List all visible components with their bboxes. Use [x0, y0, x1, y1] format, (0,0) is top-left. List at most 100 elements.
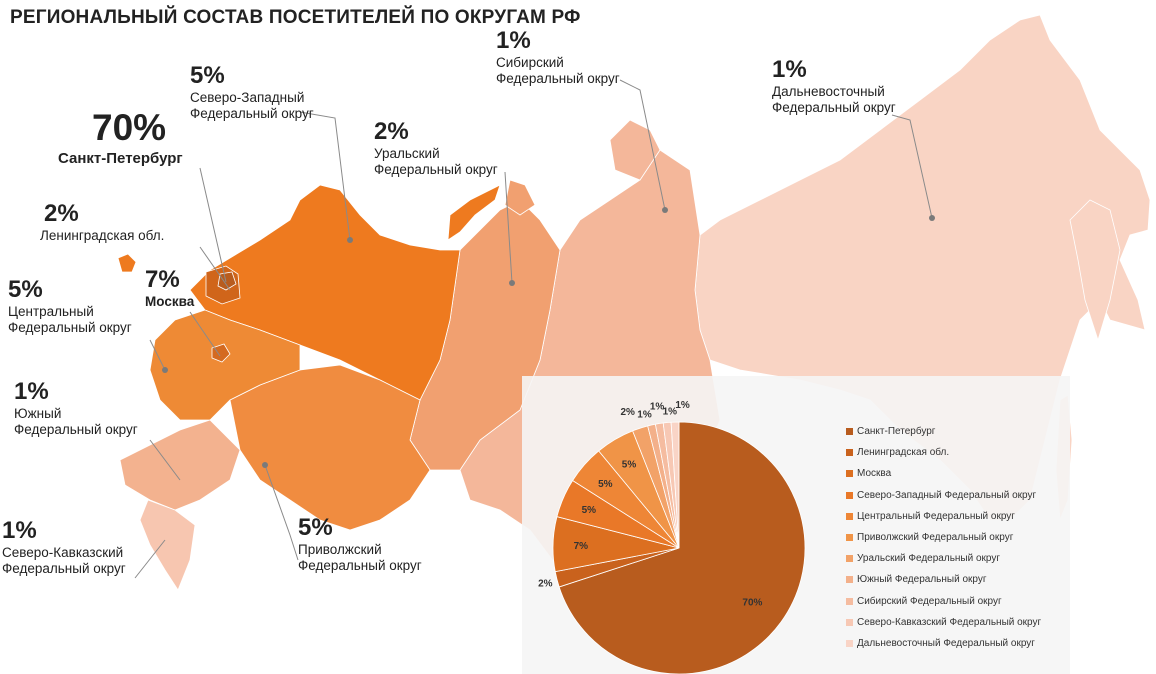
callout-name-line1: Приволжский: [298, 542, 382, 558]
callout-name-line1: Северо-Западный: [190, 90, 305, 106]
callout-pct: 5%: [8, 276, 43, 303]
callout-name-line1: Дальневосточный: [772, 84, 885, 100]
pie-slice-label: 70%: [742, 597, 762, 608]
callout-pct: 1%: [772, 56, 807, 83]
leader-south: [149, 439, 181, 481]
callout-name: Ленинградская обл.: [40, 228, 165, 244]
pie-chart: 70%2%7%5%5%5%2% 1%1%1%1%: [538, 400, 806, 674]
callout-name-line2: Федеральный округ: [14, 422, 138, 438]
callout-name: Москва: [145, 294, 195, 310]
legend-swatch: [846, 512, 853, 520]
legend-swatch: [846, 491, 853, 499]
pie-slice: [558, 421, 806, 674]
legend-label: Центральный Федеральный округ: [857, 510, 1015, 522]
callout-name-line2: Федеральный округ: [2, 561, 126, 577]
legend-item: Северо-Кавказский Федеральный округ: [846, 612, 1041, 633]
callout-name-line2: Федеральный округ: [8, 320, 132, 336]
callout-name: Санкт-Петербург: [58, 149, 183, 167]
legend-item: Ленинградская обл.: [846, 442, 1041, 463]
callout-spb: 70% Санкт-Петербург: [58, 106, 183, 167]
legend-swatch: [846, 534, 853, 542]
legend-label: Уральский Федеральный округ: [857, 553, 1001, 565]
marker-dots: [162, 207, 935, 468]
callout-name-line1: Центральный: [8, 304, 94, 320]
legend-label: Северо-Западный Федеральный округ: [857, 489, 1037, 501]
legend-swatch: [846, 555, 853, 563]
marker-siberia: [662, 207, 668, 213]
callout-pct: 70%: [92, 107, 167, 148]
callout-pct: 1%: [496, 27, 531, 54]
callout-name-line2: Федеральный округ: [496, 71, 620, 87]
callout-ural: 2% Уральский Федеральный округ: [374, 118, 498, 178]
callout-name-line2: Федеральный округ: [190, 106, 314, 122]
legend-label: Северо-Кавказский Федеральный округ: [857, 616, 1042, 628]
legend-label: Южный Федеральный округ: [857, 574, 987, 586]
callout-pct: 2%: [374, 118, 409, 145]
callout-northwest: 5% Северо-Западный Федеральный округ: [190, 62, 314, 122]
leader-ural: [504, 171, 513, 284]
legend-label: Дальневосточный Федеральный округ: [857, 637, 1035, 649]
legend-item: Центральный Федеральный округ: [846, 506, 1041, 527]
pie-slice: [670, 421, 680, 549]
pie-slice-label: 1%: [650, 402, 665, 413]
legend-item: Сибирский Федеральный округ: [846, 591, 1041, 612]
callout-pct: 5%: [190, 62, 225, 89]
leader-ncauc: [134, 539, 166, 579]
legend-item: Приволжский Федеральный округ: [846, 527, 1041, 548]
pie-slice-label: 7%: [574, 541, 589, 552]
legend-swatch: [846, 470, 853, 478]
region-novaya-zemlya: [447, 184, 501, 241]
legend-swatch: [846, 597, 853, 605]
region-volga: [229, 364, 431, 531]
callout-pct: 5%: [298, 514, 333, 541]
legend-swatch: [846, 576, 853, 584]
callout-volga: 5% Приволжский Федеральный округ: [298, 514, 422, 574]
region-kaliningrad: [117, 253, 137, 273]
legend-item: Северо-Западный Федеральный округ: [846, 485, 1041, 506]
callout-lenobl: 2% Ленинградская обл.: [40, 200, 164, 244]
callout-name-line2: Федеральный округ: [298, 558, 422, 574]
callout-name-line1: Уральский: [374, 146, 440, 162]
pie-slice-label: 1%: [637, 409, 652, 420]
legend-item: Москва: [846, 463, 1041, 484]
legend-item: Дальневосточный Федеральный округ: [846, 633, 1041, 654]
callout-pct: 2%: [44, 200, 79, 227]
pie-slice-label: 2%: [620, 407, 635, 418]
callout-central: 5% Центральный Федеральный округ: [8, 276, 132, 336]
legend-label: Москва: [857, 468, 892, 480]
marker-central: [162, 367, 168, 373]
region-north-caucasus: [139, 499, 196, 591]
legend-item: Уральский Федеральный округ: [846, 548, 1041, 569]
leader-moscow: [189, 311, 221, 357]
callout-siberia: 1% Сибирский Федеральный округ: [496, 27, 620, 87]
leader-volga: [264, 464, 299, 561]
callout-north-caucasus: 1% Северо-Кавказский Федеральный округ: [2, 517, 126, 577]
legend-item: Санкт-Петербург: [846, 421, 1041, 442]
callout-pct: 7%: [145, 266, 180, 293]
callout-south: 1% Южный Федеральный округ: [14, 378, 138, 438]
pie-slice-label: 1%: [675, 400, 690, 411]
callout-lines: [134, 79, 933, 579]
callout-pct: 1%: [14, 378, 49, 405]
callout-name-line1: Южный: [14, 406, 62, 422]
region-south: [119, 419, 241, 511]
leader-spb: [199, 167, 227, 283]
callout-name-line1: Северо-Кавказский: [2, 545, 124, 561]
marker-fareast: [929, 215, 935, 221]
region-spb: [217, 271, 237, 291]
leader-nw: [299, 111, 351, 241]
pie-slice-label: 5%: [598, 479, 613, 490]
callout-pct: 1%: [2, 517, 37, 544]
legend-swatch: [846, 428, 853, 436]
leader-fareast: [891, 114, 933, 219]
callout-name-line2: Федеральный округ: [374, 162, 498, 178]
region-ural-north: [504, 179, 536, 216]
leader-central: [149, 339, 166, 371]
region-siberia-north: [609, 119, 661, 181]
region-central: [149, 309, 301, 421]
region-moscow: [211, 343, 231, 363]
legend-item: Южный Федеральный округ: [846, 569, 1041, 590]
pie-slice-label: 1%: [663, 407, 678, 418]
legend-swatch: [846, 618, 853, 626]
pie-slice-label: 5%: [582, 505, 597, 516]
